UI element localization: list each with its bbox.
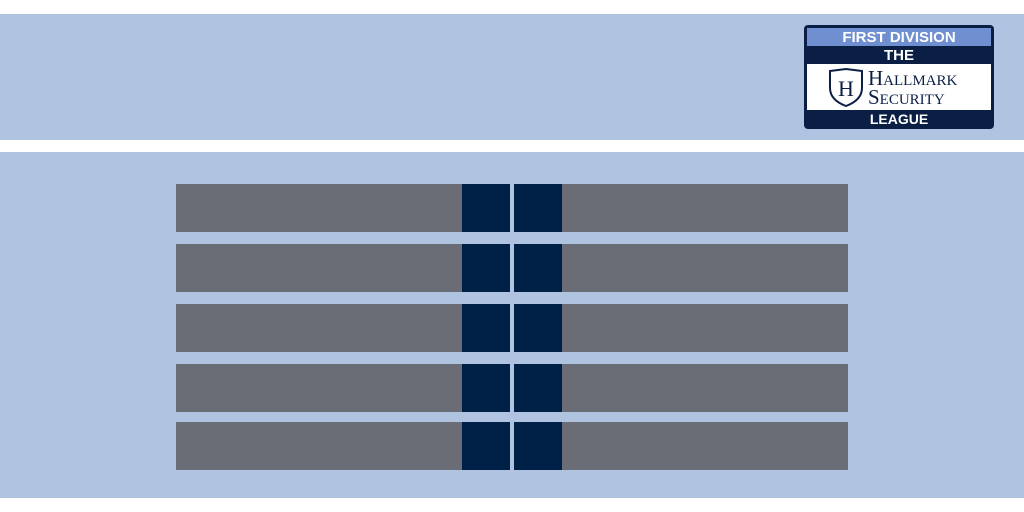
away-score-cell xyxy=(514,422,562,470)
logo-name-line: Hallmark xyxy=(868,66,957,90)
away-score-cell xyxy=(514,304,562,352)
logo-division-band xyxy=(807,28,991,46)
home-score-cell xyxy=(462,244,510,292)
away-team-cell xyxy=(562,184,848,232)
away-team-cell xyxy=(562,304,848,352)
home-score-cell xyxy=(462,422,510,470)
home-team-cell xyxy=(176,244,462,292)
logo-name-line: Security xyxy=(868,85,945,109)
home-team-cell xyxy=(176,422,462,470)
home-score-cell xyxy=(462,184,510,232)
logo-shield xyxy=(829,67,863,108)
logo-division: FIRST DIVISION xyxy=(842,29,955,46)
home-team-cell xyxy=(176,304,462,352)
away-score-cell xyxy=(514,364,562,412)
fixture-rows xyxy=(176,184,848,470)
away-score-cell xyxy=(514,184,562,232)
logo-prefix: THE xyxy=(884,47,914,64)
logo-shield-letter: H xyxy=(838,76,854,101)
home-team-cell xyxy=(176,184,462,232)
league-logo: FIRST DIVISION THE H Hallmark Security L… xyxy=(804,25,994,129)
away-team-cell xyxy=(562,422,848,470)
content-band xyxy=(0,152,1024,498)
away-team-cell xyxy=(562,244,848,292)
home-score-cell xyxy=(462,304,510,352)
home-score-cell xyxy=(462,364,510,412)
away-score-cell xyxy=(514,244,562,292)
logo-suffix: LEAGUE xyxy=(870,111,928,127)
away-team-cell xyxy=(562,364,848,412)
home-team-cell xyxy=(176,364,462,412)
